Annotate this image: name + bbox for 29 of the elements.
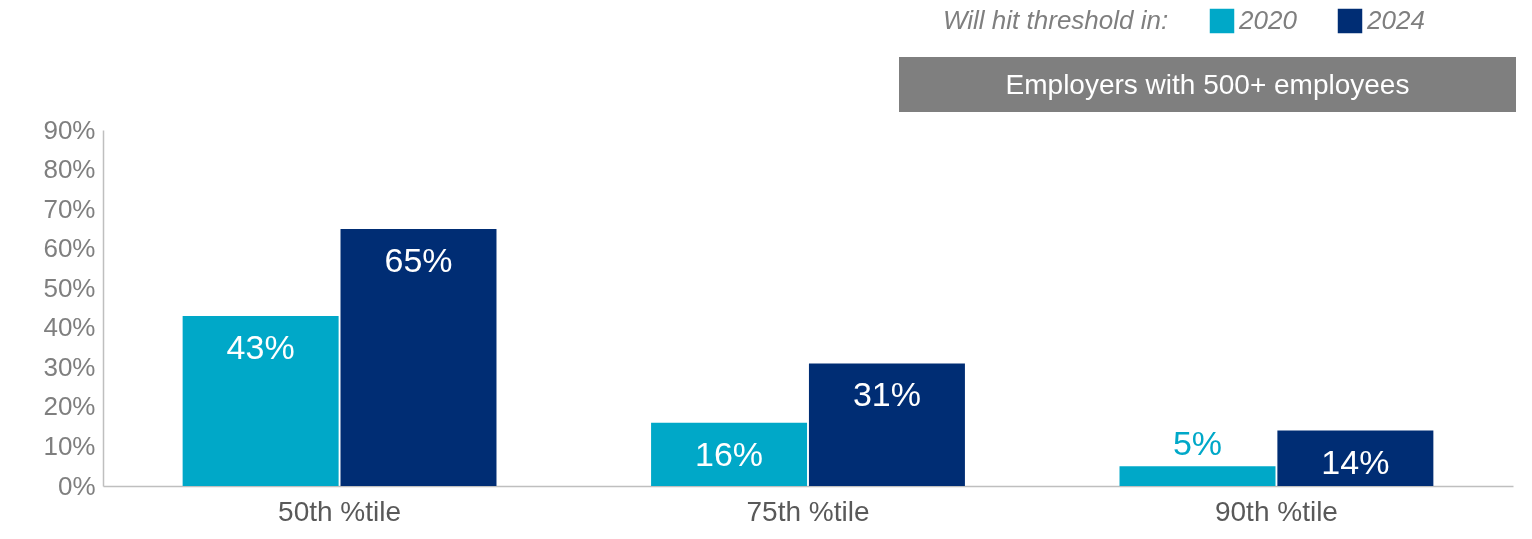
data-label: 16% [695, 434, 764, 473]
data-label: 14% [1321, 442, 1390, 481]
data-label: 43% [226, 327, 295, 366]
x-tick-label: 90th %tile [1214, 495, 1338, 527]
y-tick-label: 50% [43, 272, 96, 303]
data-label: 5% [1172, 424, 1223, 463]
data-label: 65% [384, 240, 453, 279]
legend-title: Will hit threshold in: [943, 5, 1169, 35]
bar [808, 363, 965, 486]
y-tick-label: 20% [43, 391, 96, 422]
y-tick-label: 90% [43, 114, 96, 145]
bar [340, 228, 497, 486]
y-tick-label: 60% [43, 233, 96, 264]
y-tick-label: 80% [43, 154, 96, 185]
y-tick-label: 0% [57, 470, 96, 501]
y-tick-label: 30% [43, 351, 96, 382]
bar [651, 422, 808, 486]
bar [1119, 466, 1276, 486]
x-tick-label: 50th %tile [278, 495, 402, 527]
legend-label: 2020 [1238, 5, 1298, 35]
y-tick-label: 10% [43, 430, 96, 461]
data-label: 31% [852, 375, 921, 414]
bar [1277, 430, 1434, 486]
y-tick-label: 70% [43, 193, 96, 224]
y-tick-label: 40% [43, 312, 96, 343]
legend-label: 2024 [1366, 5, 1425, 35]
x-tick-label: 75th %tile [746, 495, 870, 527]
chart-subtitle: Employers with 500+ employees [899, 57, 1516, 112]
bar [182, 315, 339, 486]
